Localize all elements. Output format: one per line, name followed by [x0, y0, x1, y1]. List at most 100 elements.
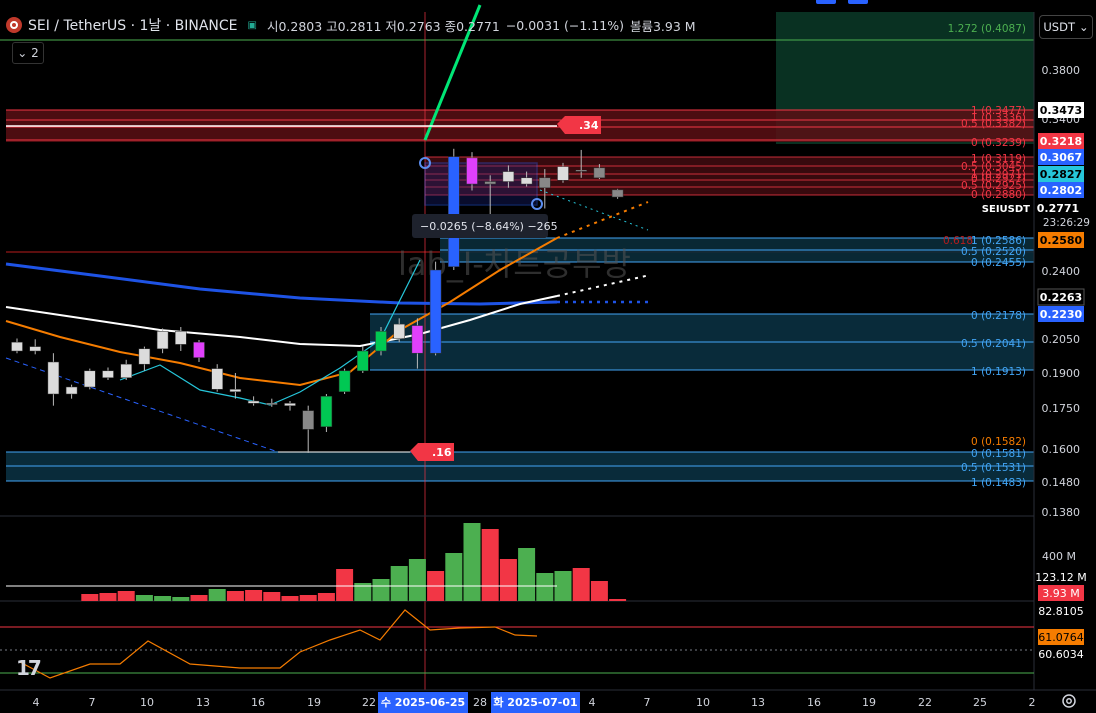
ema-200-line — [5, 262, 558, 306]
time-tick: 19 — [862, 696, 876, 709]
candle-body — [557, 166, 569, 181]
measure-tooltip-text: −0.0265 (−8.64%) −265 — [420, 220, 558, 233]
candle-body — [29, 346, 41, 352]
volume-bar — [172, 597, 190, 601]
candle-body — [175, 331, 187, 345]
settings-gear-icon[interactable] — [1060, 692, 1078, 710]
candle-body — [575, 170, 587, 172]
volume-bar — [463, 523, 481, 601]
bar-countdown: 23:26:29 — [1043, 217, 1090, 229]
price-badge-text: 0.2263 — [1040, 291, 1082, 304]
time-tick: 16 — [807, 696, 821, 709]
rsi-badge-text: 61.0764 — [1038, 631, 1084, 644]
ema-orange-projection — [556, 201, 649, 239]
fib-label: 0.5 (0.1531) — [961, 462, 1026, 474]
candle-body — [338, 370, 351, 392]
ema-white-line — [5, 295, 558, 348]
candle-body — [520, 177, 533, 185]
time-cursor-badge — [378, 692, 468, 713]
price-badge-text: 0.3473 — [1040, 104, 1082, 117]
fib-label: 1.272 (0.4087) — [948, 23, 1026, 35]
volume-bar — [336, 569, 354, 601]
time-tick: 28 — [473, 696, 487, 709]
callout-high — [557, 116, 601, 134]
candle-body — [120, 363, 132, 378]
rsi-badge-text: 82.8105 — [1038, 605, 1084, 618]
callout-high-text: .34 — [579, 119, 599, 132]
volume-badge — [1038, 569, 1084, 585]
rsi-badge — [1038, 629, 1084, 645]
volume-bar — [536, 573, 554, 601]
volume-bar — [609, 599, 627, 601]
measure-box — [424, 162, 538, 206]
volume-bar — [572, 568, 590, 601]
fib-label: 1 (0.2971) — [971, 169, 1026, 181]
candle-body — [211, 368, 223, 390]
price-badge — [1038, 102, 1084, 118]
top-marker — [848, 0, 868, 4]
volume-bar — [299, 595, 317, 601]
price-badge-text: 0.3218 — [1040, 135, 1082, 148]
volume-bar — [245, 590, 263, 601]
time-tick: 7 — [89, 696, 96, 709]
volume-badge — [1038, 585, 1084, 601]
fib-label: 1 (0.1483) — [971, 477, 1026, 489]
volume-bar — [445, 553, 463, 601]
time-tick: 13 — [751, 696, 765, 709]
price-badge — [1038, 166, 1084, 182]
fib-label: 0.5 (0.3045) — [961, 161, 1026, 173]
ohlc-values: 시0.2803 고0.2811 저0.2763 종0.2771 — [266, 18, 500, 34]
candle-body — [284, 403, 296, 406]
ema-teal-line — [119, 259, 421, 406]
time-tick: 2 — [1029, 696, 1036, 709]
measure-handle — [531, 198, 543, 210]
volume-bar — [317, 593, 335, 601]
candle-body — [11, 341, 23, 352]
candle-body — [229, 389, 242, 392]
time-tick: 7 — [644, 696, 651, 709]
price-badge-text: 0.2230 — [1040, 308, 1083, 321]
candle-body — [448, 156, 460, 267]
price-badge-text: 0.2580 — [1040, 234, 1083, 247]
candle-body — [375, 331, 387, 352]
price-badge — [1038, 232, 1084, 248]
sei-logo-icon — [6, 17, 22, 33]
fib-label: 1 (0.2586) — [971, 235, 1026, 247]
candle-body — [502, 171, 515, 182]
callout-low — [410, 443, 454, 461]
time-tick: 22 — [918, 696, 932, 709]
time-tick: 10 — [696, 696, 710, 709]
currency-selector[interactable]: USDT ⌄ — [1039, 15, 1093, 39]
volume-bar — [408, 559, 426, 601]
candle-body — [593, 167, 606, 179]
time-tick: 25 — [973, 696, 987, 709]
volume-bar — [81, 594, 99, 601]
symbol-header: SEI / TetherUS · 1날 · BINANCE ▣ 시0.2803 … — [6, 14, 696, 36]
time-tick: 4 — [589, 696, 596, 709]
fib-label: 0 (0.2880) — [971, 189, 1026, 201]
candle-body — [47, 361, 60, 395]
price-badge-text: 0.2802 — [1040, 184, 1082, 197]
fib-label: 1 (0.3336) — [971, 112, 1026, 124]
candle-body — [266, 403, 278, 405]
candle-body — [539, 177, 551, 189]
candle-body — [429, 269, 442, 354]
tradingview-logo-icon: 17 — [16, 656, 42, 680]
volume-bar — [135, 595, 153, 601]
indicator-legend-toggle[interactable]: ⌄ 2 — [12, 42, 44, 64]
volume-badge-text: 123.12 M — [1035, 571, 1086, 584]
price-badge — [1038, 306, 1084, 322]
chevron-down-icon: ⌄ — [1078, 20, 1089, 34]
price-badge — [1038, 182, 1084, 198]
symbol-title[interactable]: SEI / TetherUS · 1날 · BINANCE — [28, 18, 238, 34]
volume-badge-text: 3.93 M — [1042, 587, 1079, 600]
volume-bar — [518, 548, 536, 601]
time-tick: 10 — [140, 696, 154, 709]
measure-tooltip-box — [412, 214, 548, 238]
volume-bar — [281, 596, 299, 601]
time-tick: 19 — [307, 696, 321, 709]
time-tick: 22 — [362, 696, 376, 709]
rsi-badge-text: 60.6034 — [1038, 648, 1084, 661]
symbol-axis-label: SEIUSDT — [982, 204, 1030, 215]
